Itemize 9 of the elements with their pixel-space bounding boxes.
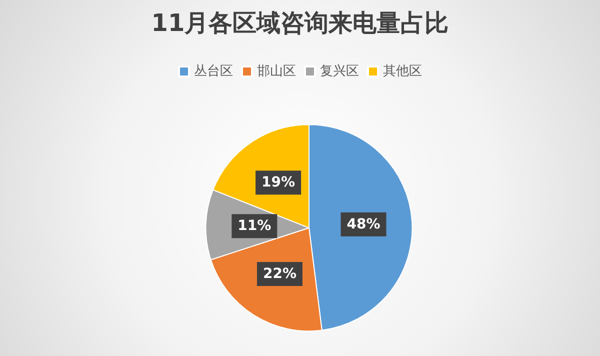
legend-label: 丛台区 <box>194 64 233 79</box>
legend-label: 复兴区 <box>320 64 359 79</box>
data-label: 19% <box>262 174 296 191</box>
legend-label: 其他区 <box>383 64 422 79</box>
legend-label: 邯山区 <box>257 64 296 79</box>
data-label: 48% <box>346 216 380 232</box>
data-label: 22% <box>262 266 296 282</box>
data-label: 11% <box>238 218 272 234</box>
chart-title: 11月各区域咨询来电量占比 <box>151 9 449 37</box>
